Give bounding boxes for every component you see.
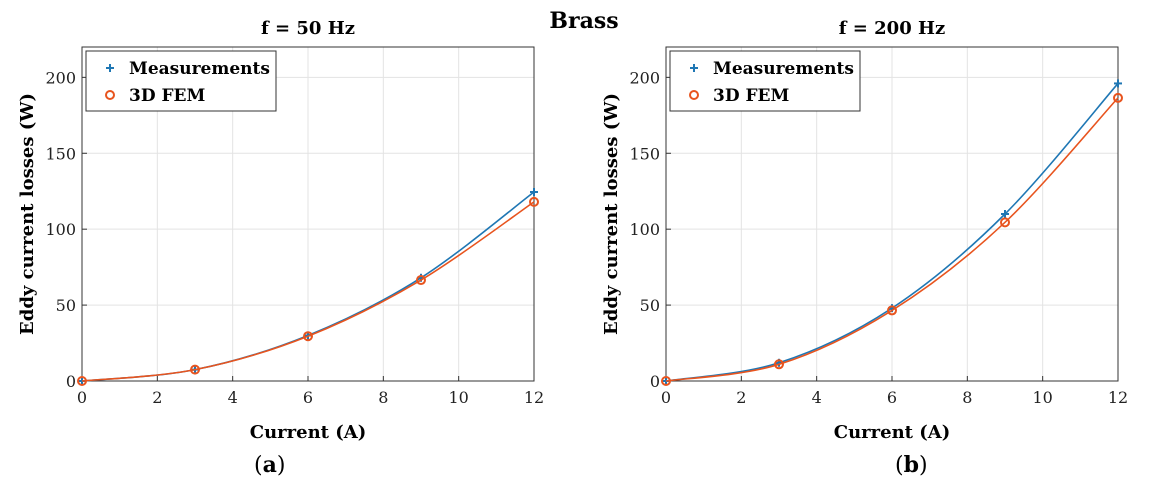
x-tick-label: 4 [228,388,238,407]
y-tick-label: 0 [66,372,76,391]
x-tick-label: 2 [152,388,162,407]
data-point-measurement [1001,210,1009,218]
data-point-fem [887,305,897,316]
chart-200hz: f = 200 Hz 0 2 4 6 8 10 12 0 50 100 150 200 Current (… [601,18,1128,443]
x-tick-label: 2 [736,388,746,407]
legend-label: 3D FEM [713,86,790,106]
y-tick-label: 50 [56,296,76,315]
x-tick-label: 12 [1108,388,1128,407]
x-axis-label: Current (A) [834,422,951,443]
y-tick-label: 150 [45,144,76,163]
x-tick-label: 0 [661,388,671,407]
y-tick-label: 200 [629,68,660,87]
legend-label: Measurements [713,59,854,79]
data-point-fem [661,376,671,386]
panel-label-b-text: (b) [895,452,928,478]
data-point-fem [416,275,426,286]
y-tick-label: 50 [640,296,660,315]
y-axis-label: Eddy current losses (W) [17,93,38,335]
x-tick-label: 10 [1032,388,1052,407]
y-tick-label: 200 [45,68,76,87]
y-axis-label: Eddy current losses (W) [601,93,622,335]
chart-50hz: f = 50 Hz 0 2 4 6 8 10 12 0 50 100 150 200 Current (A… [17,18,544,443]
data-point-fem [190,364,200,375]
y-tick-label: 100 [45,220,76,239]
y-tick-label: 100 [629,220,660,239]
data-point-measurement [1114,79,1122,88]
x-tick-label: 10 [448,388,468,407]
panel-label-a-text: (a) [254,452,286,478]
data-point-fem [303,331,313,342]
x-tick-label: 8 [962,388,972,407]
data-point-fem [774,359,784,370]
legend-label: Measurements [129,59,270,79]
legend-marker-fem [105,90,115,100]
panel-label-b: (b) [895,452,928,478]
x-tick-label: 6 [887,388,897,407]
legend-marker-measurements [106,64,114,72]
series-line [665,97,1119,382]
y-tick-label: 150 [629,144,660,163]
legend-marker-fem [689,90,699,100]
legend-box [85,50,277,112]
data-point-fem [529,196,539,207]
y-tick-label: 0 [650,372,660,391]
x-axis-label: Current (A) [250,422,367,443]
panel-label-a: (a) [254,452,285,478]
chart-title: f = 50 Hz [261,18,355,39]
data-point-fem [1113,92,1123,103]
data-point-measurement [530,187,538,196]
legend-box [669,50,861,112]
x-tick-label: 4 [812,388,822,407]
x-tick-label: 8 [378,388,388,407]
x-tick-label: 6 [303,388,313,407]
chart-title: f = 200 Hz [839,18,945,39]
legend-label: 3D FEM [129,86,206,106]
data-point-fem [77,376,87,386]
series-line [81,201,535,382]
x-tick-label: 0 [77,388,87,407]
series-line [665,82,1119,382]
legend-marker-measurements [690,64,698,72]
figure-title: Brass [549,8,619,34]
x-tick-label: 12 [524,388,544,407]
data-point-fem [1000,217,1010,228]
